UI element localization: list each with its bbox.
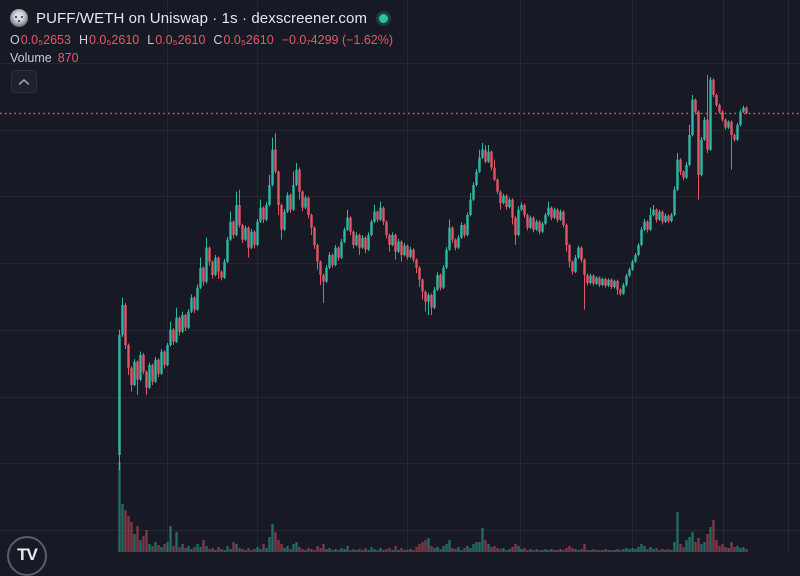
open-label: O <box>10 33 20 47</box>
low-value: 0.0₅2610 <box>155 33 206 47</box>
open-value: 0.0₅2653 <box>20 33 71 47</box>
ohlc-legend: O 0.0₅2653 H 0.0₅2610 L 0.0₅2610 C 0.0₅2610 … <box>10 33 393 47</box>
close-value: 0.0₅2610 <box>223 33 274 47</box>
high-value: 0.0₅2610 <box>89 33 140 47</box>
change-value: −0.0₇4299 (−1.62%) <box>281 33 394 47</box>
close-label: C <box>213 33 223 47</box>
collapse-legend-button[interactable] <box>11 70 37 93</box>
tradingview-logo-text: TV <box>17 545 38 564</box>
chart-title: PUFF/WETH on Uniswap · 1s · dexscreener.… <box>36 9 368 27</box>
tradingview-logo[interactable]: TV <box>7 536 47 576</box>
volume-value: 870 <box>57 51 79 65</box>
low-label: L <box>147 33 155 47</box>
high-label: H <box>78 33 88 47</box>
grid-layer <box>0 0 800 552</box>
token-logo-icon <box>10 9 28 27</box>
candles-layer <box>118 74 748 471</box>
volume-label: Volume <box>10 51 52 65</box>
live-status-dot-icon <box>379 13 389 23</box>
candlestick-canvas[interactable] <box>0 0 800 552</box>
chart-header: PUFF/WETH on Uniswap · 1s · dexscreener.… <box>10 8 393 65</box>
volume-layer <box>118 462 748 552</box>
chevron-up-icon <box>18 78 30 85</box>
volume-legend: Volume 870 <box>10 51 393 65</box>
title-row: PUFF/WETH on Uniswap · 1s · dexscreener.… <box>10 8 393 28</box>
